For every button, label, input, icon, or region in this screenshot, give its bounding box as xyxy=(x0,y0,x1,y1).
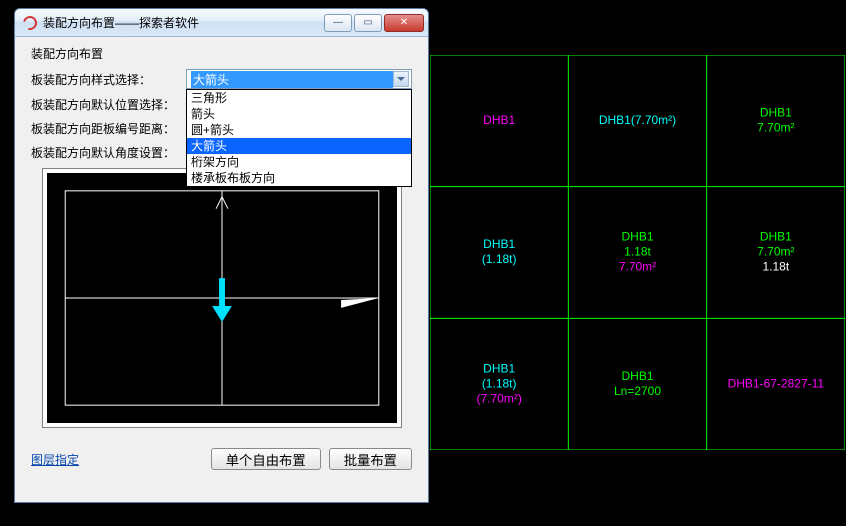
batch-layout-button[interactable]: 批量布置 xyxy=(329,448,412,470)
combo-style[interactable]: 大箭头 三角形箭头圆+箭头大箭头桁架方向楼承板布板方向 xyxy=(186,69,412,89)
label-angle: 板装配方向默认角度设置： xyxy=(31,144,186,161)
chevron-down-icon[interactable] xyxy=(393,71,409,87)
preview-canvas xyxy=(42,168,402,428)
combo-option[interactable]: 圆+箭头 xyxy=(187,122,411,138)
dialog-window: 装配方向布置——探索者软件 — ▭ ✕ 装配方向布置 板装配方向样式选择： 大箭… xyxy=(14,8,429,503)
cad-label: Ln=2700 xyxy=(614,384,661,398)
titlebar[interactable]: 装配方向布置——探索者软件 — ▭ ✕ xyxy=(15,9,428,37)
combo-option[interactable]: 楼承板布板方向 xyxy=(187,170,411,186)
cad-label: DHB1 xyxy=(483,237,515,251)
cad-label: 1.18t xyxy=(762,260,789,274)
cad-label: DHB1 xyxy=(483,361,515,375)
maximize-button[interactable]: ▭ xyxy=(354,14,382,32)
combo-dropdown-list[interactable]: 三角形箭头圆+箭头大箭头桁架方向楼承板布板方向 xyxy=(186,89,412,187)
combo-option[interactable]: 大箭头 xyxy=(187,138,411,154)
cad-label: (1.18t) xyxy=(482,376,517,390)
bottom-row: 图层指定 单个自由布置 批量布置 xyxy=(31,442,412,470)
window-title: 装配方向布置——探索者软件 xyxy=(43,14,324,31)
cad-label: DHB1 xyxy=(621,230,653,244)
cad-label: (7.70m²) xyxy=(476,391,521,405)
cad-grid-area: DHB1DHB1(7.70m²)DHB17.70m²DHB1(1.18t)DHB… xyxy=(430,55,845,450)
cad-label: DHB1 xyxy=(483,113,515,127)
combo-option[interactable]: 三角形 xyxy=(187,90,411,106)
close-button[interactable]: ✕ xyxy=(384,14,424,32)
window-buttons: — ▭ ✕ xyxy=(324,14,424,32)
cad-label: DHB1 xyxy=(621,369,653,383)
label-style: 板装配方向样式选择： xyxy=(31,71,186,88)
single-layout-button[interactable]: 单个自由布置 xyxy=(211,448,321,470)
row-style: 板装配方向样式选择： 大箭头 三角形箭头圆+箭头大箭头桁架方向楼承板布板方向 xyxy=(31,69,412,89)
cad-label: 7.70m² xyxy=(619,260,656,274)
minimize-button[interactable]: — xyxy=(324,14,352,32)
cad-label: 1.18t xyxy=(624,245,651,259)
cad-label: DHB1 xyxy=(760,230,792,244)
cad-label: DHB1 xyxy=(760,106,792,120)
combo-option[interactable]: 箭头 xyxy=(187,106,411,122)
app-icon xyxy=(20,13,39,32)
cad-label: 7.70m² xyxy=(757,121,794,135)
dialog-body: 装配方向布置 板装配方向样式选择： 大箭头 三角形箭头圆+箭头大箭头桁架方向楼承… xyxy=(15,37,428,480)
label-dist: 板装配方向距板编号距离： xyxy=(31,120,186,137)
combo-option[interactable]: 桁架方向 xyxy=(187,154,411,170)
label-pos: 板装配方向默认位置选择： xyxy=(31,96,186,113)
layer-link[interactable]: 图层指定 xyxy=(31,451,79,468)
combo-selected: 大箭头 xyxy=(191,71,393,88)
cad-label: 7.70m² xyxy=(757,245,794,259)
cad-label: DHB1-67-2827-11 xyxy=(728,376,825,390)
cad-label: (1.18t) xyxy=(482,252,517,266)
combo-box[interactable]: 大箭头 xyxy=(186,69,412,89)
cad-label: DHB1(7.70m²) xyxy=(599,113,676,127)
section-title: 装配方向布置 xyxy=(31,45,412,62)
